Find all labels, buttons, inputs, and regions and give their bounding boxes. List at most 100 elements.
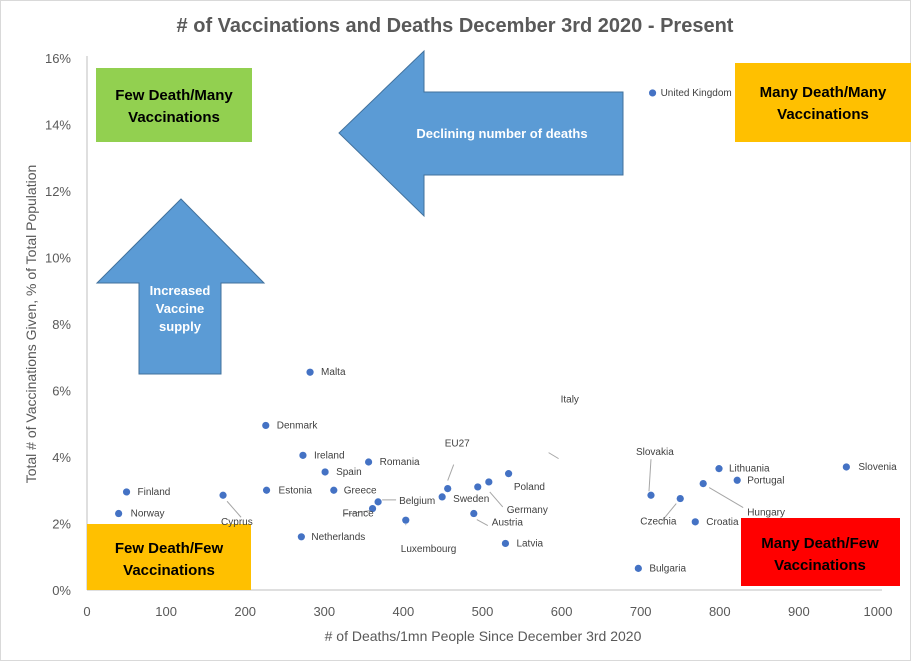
leader-line-hungary: [708, 487, 744, 509]
few-death-few-vaccinations-box: Few Death/Few Vaccinations: [87, 524, 251, 590]
box-line1: Few Death/Few: [115, 540, 224, 557]
label-italy: Italy: [561, 395, 579, 406]
box-line1: Many Death/Few: [761, 535, 879, 552]
y-tick-label: 16%: [45, 51, 71, 66]
point-czechia: [676, 494, 684, 503]
point-denmark: [262, 421, 270, 430]
label-poland: Poland: [514, 482, 545, 493]
data-labels: United Kingdom Malta Denmark Ireland Romania…: [131, 88, 898, 574]
box-line1: Few Death/Many: [115, 87, 233, 104]
label-eu27: EU27: [445, 439, 470, 450]
point-germany: [474, 483, 482, 491]
leader-line-france: [344, 510, 371, 516]
label-luxembourg: Luxembourg: [401, 544, 457, 555]
point-belgium: [374, 498, 382, 506]
point-romania: [364, 458, 373, 466]
y-tick-label: 8%: [52, 317, 71, 332]
many-death-few-vaccinations-box: Many Death/Few Vaccinations: [741, 518, 900, 586]
label-romania: Romania: [380, 457, 420, 468]
label-slovenia: Slovenia: [858, 462, 897, 473]
point-norway: [115, 509, 123, 518]
label-slovakia: Slovakia: [636, 447, 674, 458]
leader-line-italy: [548, 452, 559, 460]
leader-line-czechia: [661, 503, 677, 521]
increased-supply-line2: Vaccine: [156, 301, 204, 316]
label-france: France: [343, 509, 375, 520]
label-bulgaria: Bulgaria: [649, 563, 686, 574]
leader-line-germany: [489, 491, 504, 508]
point-united-kingdom: [648, 89, 657, 97]
data-points: [115, 89, 850, 572]
point-france: [368, 504, 377, 513]
y-tick-label: 12%: [45, 184, 71, 199]
leader-line-austria: [476, 519, 489, 526]
point-slovakia: [647, 491, 655, 499]
x-tick-label: 1000: [864, 604, 893, 619]
point-austria: [470, 509, 478, 518]
point-estonia: [262, 486, 271, 494]
box-line1: Many Death/Many: [760, 84, 887, 101]
x-axis-title: # of Deaths/1mn People Since December 3r…: [325, 628, 642, 644]
point-netherlands: [297, 533, 305, 541]
label-hungary: Hungary: [747, 508, 785, 519]
y-tick-label: 0%: [52, 583, 71, 598]
x-tick-label: 800: [709, 604, 731, 619]
x-tick-label: 500: [472, 604, 494, 619]
leader-line-slovakia: [648, 459, 652, 492]
x-tick-label: 600: [551, 604, 573, 619]
label-netherlands: Netherlands: [311, 532, 365, 543]
label-denmark: Denmark: [277, 420, 319, 431]
label-portugal: Portugal: [747, 475, 784, 486]
label-cyprus: Cyprus: [221, 517, 253, 528]
point-eu27: [444, 484, 452, 493]
label-lithuania: Lithuania: [729, 464, 770, 475]
point-sweden: [438, 493, 446, 501]
point-croatia: [691, 518, 699, 526]
label-finland: Finland: [138, 487, 171, 498]
leader-lines: [226, 452, 744, 526]
box-line2: Vaccinations: [774, 557, 866, 574]
y-tick-label: 10%: [45, 251, 71, 266]
point-spain: [321, 468, 329, 476]
label-austria: Austria: [492, 518, 524, 529]
increased-supply-line3: supply: [159, 319, 202, 334]
point-luxembourg: [402, 516, 410, 524]
y-tick-label: 2%: [52, 517, 71, 532]
leader-line-cyprus: [226, 500, 242, 518]
label-greece: Greece: [344, 485, 377, 496]
declining-deaths-arrow: Declining number of deaths: [338, 49, 624, 218]
label-czechia: Czechia: [640, 517, 677, 528]
increased-supply-arrow: Increased Vaccine supply: [95, 198, 266, 375]
x-tick-label: 300: [313, 604, 335, 619]
point-malta: [306, 368, 314, 376]
x-tick-label: 900: [788, 604, 810, 619]
y-tick-label: 14%: [45, 118, 71, 133]
label-croatia: Croatia: [706, 517, 739, 528]
y-tick-label: 6%: [52, 384, 71, 399]
x-tick-label: 200: [234, 604, 256, 619]
point-bulgaria: [634, 564, 642, 572]
label-malta: Malta: [321, 367, 346, 378]
declining-deaths-label: Declining number of deaths: [416, 126, 587, 141]
point-latvia: [501, 539, 510, 548]
x-tick-label: 0: [83, 604, 90, 619]
label-ireland: Ireland: [314, 450, 345, 461]
label-norway: Norway: [131, 509, 165, 520]
point-portugal: [733, 476, 741, 484]
increased-supply-line1: Increased: [150, 283, 211, 298]
y-axis: 0% 2% 4% 6% 8% 10% 12% 14% 16%: [45, 51, 88, 598]
label-estonia: Estonia: [279, 485, 313, 496]
few-death-many-vaccinations-box: Few Death/Many Vaccinations: [96, 68, 252, 142]
leader-line-eu27: [447, 464, 455, 481]
point-slovenia: [842, 463, 850, 471]
label-belgium: Belgium: [399, 496, 435, 507]
point-finland: [122, 488, 131, 496]
point-cyprus: [219, 491, 227, 499]
chart-title: # of Vaccinations and Deaths December 3r…: [177, 15, 734, 37]
point-poland: [485, 478, 493, 486]
y-tick-label: 4%: [52, 450, 71, 465]
label-sweden: Sweden: [453, 494, 489, 505]
x-tick-label: 100: [155, 604, 177, 619]
x-tick-label: 700: [630, 604, 652, 619]
